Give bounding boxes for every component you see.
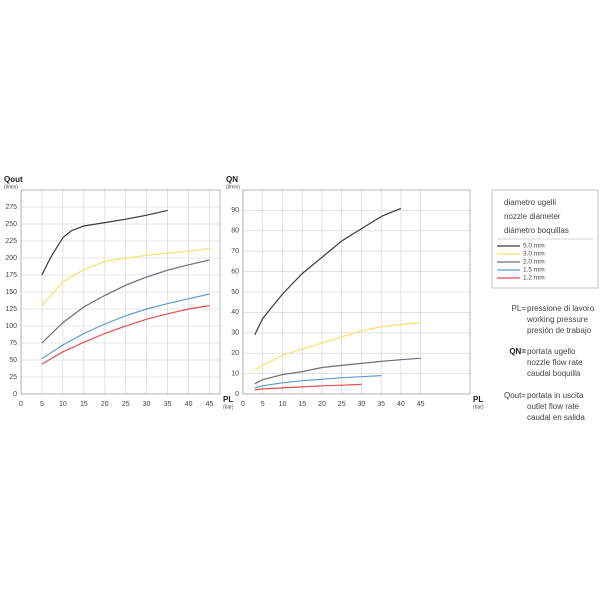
x-tick-label: 20 xyxy=(318,401,326,408)
y-tick-label: 150 xyxy=(5,289,17,296)
y-tick-label: 40 xyxy=(231,309,239,316)
x-tick-label: 20 xyxy=(101,401,109,408)
x-tick-label: 25 xyxy=(122,401,130,408)
x-axis-unit: (bar) xyxy=(473,404,484,410)
legend-title: diámetro boquillas xyxy=(504,226,569,235)
series-line xyxy=(41,209,168,276)
x-tick-label: 15 xyxy=(298,401,306,408)
series-line xyxy=(41,293,210,360)
note-line: caudal en salida xyxy=(527,413,585,422)
y-tick-label: 25 xyxy=(9,374,17,381)
y-tick-label: 175 xyxy=(5,272,17,279)
series-line xyxy=(254,357,421,385)
y-axis-label: Qout xyxy=(4,175,23,184)
x-tick-label: 10 xyxy=(59,401,67,408)
series-line xyxy=(41,305,210,365)
x-tick-label: 45 xyxy=(206,401,214,408)
legend-label: 1.5 mm xyxy=(523,267,545,274)
x-tick-label: 25 xyxy=(338,401,346,408)
x-tick-label: 5 xyxy=(40,401,44,408)
y-tick-label: 10 xyxy=(231,370,239,377)
x-tick-label: 30 xyxy=(143,401,151,408)
legend-title: diametro ugelli xyxy=(504,198,556,207)
x-tick-label: 0 xyxy=(241,401,245,408)
legend-title: nozzle diameter xyxy=(504,212,561,221)
y-tick-label: 0 xyxy=(13,391,17,398)
y-tick-label: 0 xyxy=(235,391,239,398)
y-tick-label: 50 xyxy=(9,357,17,364)
y-tick-label: 275 xyxy=(5,204,17,211)
x-tick-label: 40 xyxy=(397,401,405,408)
note-line: outlet flow rate xyxy=(527,402,580,411)
y-tick-label: 80 xyxy=(231,228,239,235)
note-line: caudal boquilla xyxy=(527,369,581,378)
y-tick-label: 250 xyxy=(5,221,17,228)
x-tick-label: 40 xyxy=(185,401,193,408)
note-line: portata ugello xyxy=(527,347,576,356)
x-axis-unit: (bar) xyxy=(223,404,234,410)
y-tick-label: 30 xyxy=(231,330,239,337)
series-line xyxy=(41,247,210,306)
y-axis-unit: (l/min) xyxy=(226,184,240,190)
note-key: PL= xyxy=(512,304,527,313)
x-tick-label: 30 xyxy=(358,401,366,408)
legend-label: 5.0 mm xyxy=(523,243,545,250)
y-tick-label: 70 xyxy=(231,248,239,255)
note-key: Qout= xyxy=(504,391,526,400)
legend-label: 1.2 mm xyxy=(523,275,545,282)
y-tick-label: 50 xyxy=(231,289,239,296)
note-line: working pressure xyxy=(526,315,588,324)
legend-label: 3.0 mm xyxy=(523,251,545,258)
series-line xyxy=(254,383,362,391)
y-tick-label: 200 xyxy=(5,255,17,262)
x-tick-label: 5 xyxy=(261,401,265,408)
x-tick-label: 15 xyxy=(80,401,88,408)
plot-frame xyxy=(242,189,471,395)
legend-label: 2.0 mm xyxy=(523,259,545,266)
y-tick-label: 75 xyxy=(9,340,17,347)
note-key: QN= xyxy=(509,347,526,356)
y-tick-label: 225 xyxy=(5,238,17,245)
y-axis-unit: (l/min) xyxy=(4,184,18,190)
series-line xyxy=(254,375,382,389)
x-tick-label: 10 xyxy=(279,401,287,408)
y-tick-label: 60 xyxy=(231,268,239,275)
x-axis-label: PL xyxy=(223,395,233,404)
series-line xyxy=(254,322,421,371)
x-tick-label: 45 xyxy=(417,401,425,408)
legend-box xyxy=(491,189,599,289)
note-line: portata in uscita xyxy=(527,391,584,400)
series-line xyxy=(254,207,402,336)
y-tick-label: 100 xyxy=(5,323,17,330)
series-line xyxy=(41,259,210,344)
x-tick-label: 0 xyxy=(19,401,23,408)
y-tick-label: 90 xyxy=(231,207,239,214)
plot-frame xyxy=(20,189,221,395)
x-tick-label: 35 xyxy=(164,401,172,408)
y-axis-label: QN xyxy=(226,175,238,184)
note-line: pressione di lavoro xyxy=(527,304,595,313)
x-axis-label: PL xyxy=(473,395,483,404)
y-tick-label: 20 xyxy=(231,350,239,357)
note-line: nozzle flow rate xyxy=(527,358,583,367)
x-tick-label: 35 xyxy=(377,401,385,408)
note-line: presión de trabajo xyxy=(527,326,592,335)
y-tick-label: 125 xyxy=(5,306,17,313)
